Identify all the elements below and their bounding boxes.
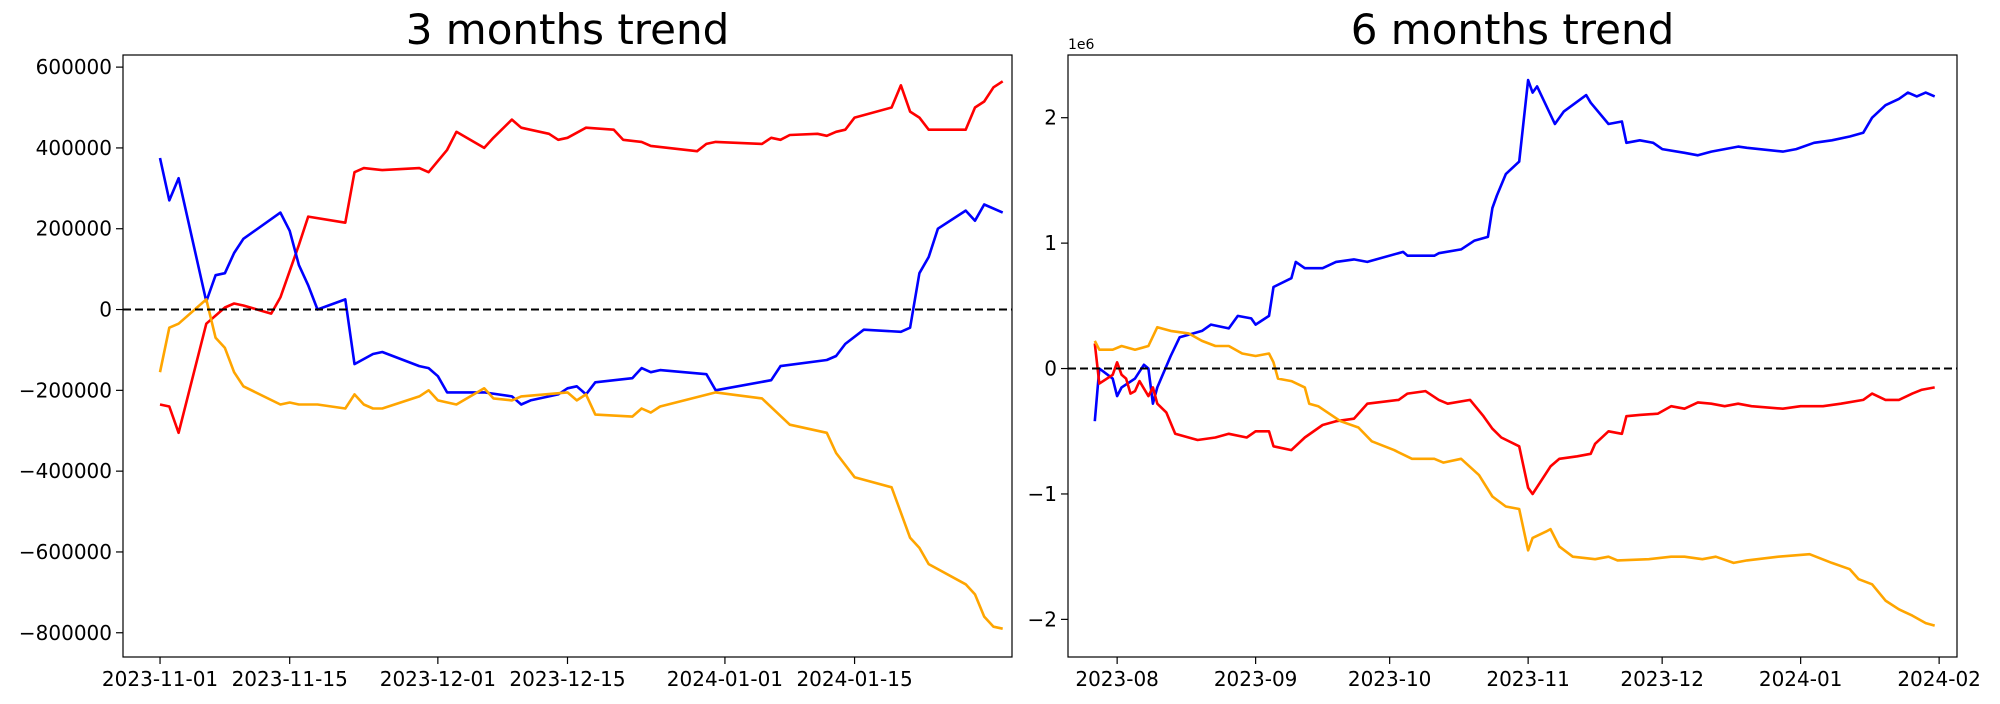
y-tick-label-3-months: 200000	[36, 217, 112, 241]
series-line-orange-6-months	[1093, 325, 1936, 627]
chart-6-months: 6 months trend 2 1 0 −1 −2 2023-08 2023-09 2023-…	[1028, 5, 1981, 691]
series-line-red-3-months	[159, 80, 1004, 435]
y-tick-label-3-months: −400000	[19, 459, 112, 483]
series-line-blue-6-months	[1093, 78, 1936, 422]
chart-title-3-months: 3 months trend	[406, 5, 730, 54]
y-tick-label-3-months: −200000	[19, 378, 112, 402]
x-tick-label-3-months: 2023-11-15	[232, 667, 348, 691]
x-tick-label-6-months: 2023-11	[1486, 667, 1570, 691]
x-tick-label-3-months: 2023-12-15	[509, 667, 625, 691]
x-tick-label-6-months: 2024-01	[1759, 667, 1843, 691]
y-tick-label-3-months: 0	[99, 298, 112, 322]
y-tick-label-6-months: 1	[1044, 231, 1057, 255]
chart-title-6-months: 6 months trend	[1351, 5, 1675, 54]
x-tick-label-6-months: 2023-09	[1214, 667, 1298, 691]
series-line-red-6-months	[1093, 343, 1935, 496]
y-tick-label-3-months: −600000	[19, 540, 112, 564]
y-tick-label-6-months: −2	[1028, 607, 1057, 631]
x-tick-label-6-months: 2024-02	[1897, 667, 1981, 691]
x-tick-label-3-months: 2023-11-01	[102, 667, 218, 691]
y-tick-label-6-months: 2	[1044, 106, 1057, 130]
y-tick-label-6-months: −1	[1028, 482, 1057, 506]
chart-3-months: 3 months trend 600000 400000 200000 0 −200000…	[19, 5, 1013, 691]
y-tick-label-3-months: −800000	[19, 621, 112, 645]
x-tick-label-3-months: 2023-12-01	[380, 667, 496, 691]
x-tick-label-6-months: 2023-12	[1620, 667, 1704, 691]
y-tick-label-6-months: 0	[1044, 357, 1057, 381]
x-tick-label-3-months: 2024-01-15	[796, 667, 912, 691]
x-tick-label-6-months: 2023-10	[1348, 667, 1432, 691]
y-tick-label-3-months: 400000	[36, 136, 112, 160]
y-tick-label-3-months: 600000	[36, 55, 112, 79]
x-tick-label-3-months: 2024-01-01	[667, 667, 783, 691]
plot-frame-6-months	[1067, 54, 1958, 658]
y-axis-scale-label-6-months: 1e6	[1068, 37, 1095, 53]
x-tick-label-6-months: 2023-08	[1075, 667, 1159, 691]
plot-frame-3-months	[122, 54, 1013, 658]
series-line-orange-3-months	[158, 298, 1003, 630]
